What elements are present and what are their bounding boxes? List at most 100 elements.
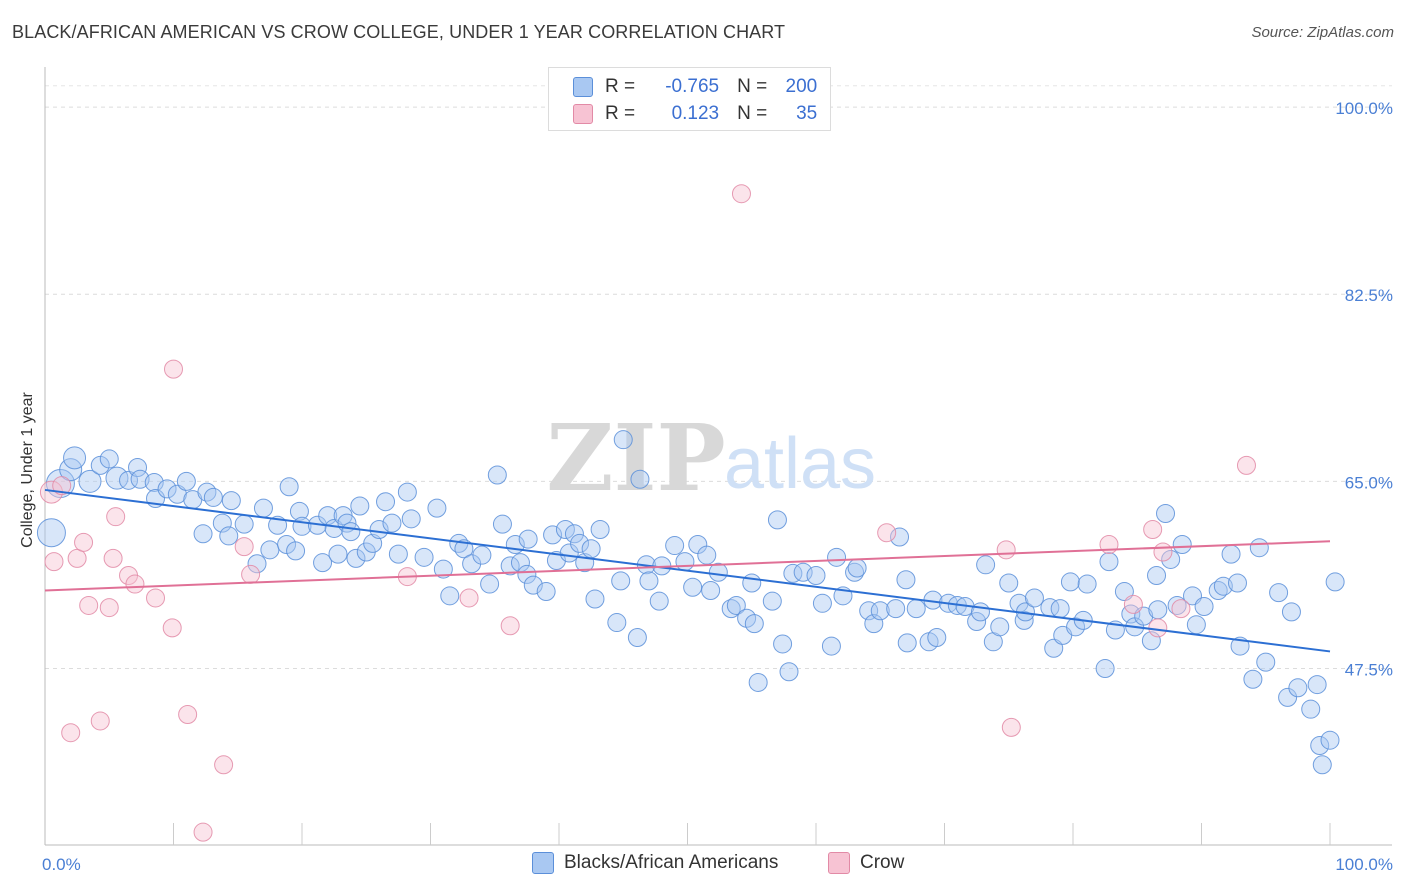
data-point-blacks bbox=[105, 466, 129, 490]
data-point-crow bbox=[1171, 599, 1191, 619]
data-point-blacks bbox=[627, 628, 647, 648]
data-point-crow bbox=[877, 523, 897, 543]
data-point-blacks bbox=[1278, 687, 1298, 707]
data-point-blacks bbox=[906, 599, 926, 619]
data-point-blacks bbox=[773, 634, 793, 654]
data-point-blacks bbox=[1186, 615, 1206, 635]
data-point-blacks bbox=[313, 553, 333, 573]
data-point-blacks bbox=[487, 465, 507, 485]
data-point-blacks bbox=[976, 555, 996, 575]
data-point-blacks bbox=[1269, 583, 1289, 603]
data-point-blacks bbox=[500, 556, 520, 576]
data-point-crow bbox=[500, 616, 520, 636]
data-point-blacks bbox=[401, 509, 421, 529]
data-point-blacks bbox=[896, 570, 916, 590]
data-point-blacks bbox=[289, 501, 309, 521]
data-point-crow bbox=[996, 540, 1016, 560]
data-point-blacks bbox=[630, 469, 650, 489]
data-point-blacks bbox=[63, 446, 87, 470]
data-point-blacks bbox=[480, 574, 500, 594]
data-point-blacks bbox=[433, 559, 453, 579]
data-point-crow bbox=[1123, 594, 1143, 614]
data-point-crow bbox=[90, 711, 110, 731]
data-point-blacks bbox=[847, 558, 867, 578]
data-point-blacks bbox=[767, 510, 787, 530]
data-point-blacks bbox=[536, 582, 556, 602]
data-point-blacks bbox=[570, 533, 590, 553]
series-swatch-pink bbox=[828, 852, 850, 874]
data-point-crow bbox=[1143, 520, 1163, 540]
data-point-blacks bbox=[890, 527, 910, 547]
data-point-blacks bbox=[1320, 730, 1340, 750]
data-point-blacks bbox=[967, 611, 987, 631]
data-point-crow bbox=[67, 548, 87, 568]
data-point-blacks bbox=[128, 457, 148, 477]
data-point-blacks bbox=[1194, 597, 1214, 617]
data-point-blacks bbox=[346, 548, 366, 568]
data-point-blacks bbox=[611, 571, 631, 591]
data-point-blacks bbox=[130, 469, 150, 489]
data-point-blacks bbox=[1095, 659, 1115, 679]
data-point-crow bbox=[162, 618, 182, 638]
data-point-blacks bbox=[279, 477, 299, 497]
y-tick-label: 82.5% bbox=[1345, 286, 1393, 305]
legend-n-label: N = bbox=[737, 76, 768, 97]
data-point-blacks bbox=[260, 540, 280, 560]
data-point-blacks bbox=[1024, 588, 1044, 608]
data-point-blacks bbox=[697, 545, 717, 565]
legend-r-label: R = bbox=[605, 76, 636, 97]
data-point-blacks bbox=[157, 479, 177, 499]
legend-n-label: N = bbox=[737, 103, 768, 124]
x-tick-label: 0.0% bbox=[42, 855, 81, 874]
data-point-blacks bbox=[1148, 600, 1168, 620]
data-point-blacks bbox=[341, 522, 361, 542]
data-point-crow bbox=[103, 548, 123, 568]
data-point-blacks bbox=[970, 602, 990, 622]
data-point-blacks bbox=[665, 536, 685, 556]
data-point-blacks bbox=[1213, 576, 1233, 596]
data-point-blacks bbox=[388, 544, 408, 564]
series-legend-blacks[interactable]: Blacks/African Americans bbox=[532, 852, 778, 874]
legend-r-value: -0.765 bbox=[665, 76, 720, 97]
x-tick-label: 100.0% bbox=[1335, 855, 1393, 874]
data-point-blacks bbox=[897, 633, 917, 653]
data-point-blacks bbox=[927, 628, 947, 648]
data-point-blacks bbox=[564, 524, 584, 544]
data-point-blacks bbox=[726, 595, 746, 615]
data-point-crow bbox=[164, 359, 183, 379]
legend-n-value: 35 bbox=[796, 103, 818, 124]
data-point-blacks bbox=[1050, 599, 1070, 619]
data-point-blacks bbox=[585, 589, 605, 609]
data-point-blacks bbox=[1221, 544, 1241, 564]
series-legend-label: Crow bbox=[860, 852, 905, 873]
data-point-blacks bbox=[440, 586, 460, 606]
series-swatch-blue bbox=[532, 852, 554, 874]
data-point-crow bbox=[61, 723, 81, 743]
data-point-crow bbox=[731, 184, 751, 204]
legend-swatch-blue bbox=[573, 77, 593, 97]
data-point-blacks bbox=[607, 613, 627, 633]
watermark-zip: ZIP bbox=[546, 404, 725, 512]
legend-n-value: 200 bbox=[785, 76, 818, 97]
data-point-crow bbox=[1148, 618, 1168, 638]
data-point-blacks bbox=[221, 491, 241, 511]
legend-r-label: R = bbox=[605, 103, 636, 124]
data-point-blacks bbox=[990, 617, 1010, 637]
series-legend-crow[interactable]: Crow bbox=[828, 852, 904, 874]
data-point-blacks bbox=[247, 554, 267, 574]
data-point-crow bbox=[459, 588, 479, 608]
data-point-blacks bbox=[78, 469, 102, 493]
data-point-blacks bbox=[382, 513, 402, 533]
data-point-crow bbox=[52, 476, 72, 496]
data-point-blacks bbox=[793, 562, 813, 582]
data-point-blacks bbox=[683, 577, 703, 597]
y-tick-label: 100.0% bbox=[1335, 99, 1393, 118]
data-point-blacks bbox=[1066, 617, 1086, 637]
data-point-blacks bbox=[176, 471, 196, 491]
data-point-blacks bbox=[1312, 755, 1332, 775]
data-point-blacks bbox=[701, 580, 721, 600]
data-point-blacks bbox=[1243, 669, 1263, 689]
data-point-blacks bbox=[197, 482, 217, 502]
data-point-crow bbox=[106, 507, 126, 527]
data-point-blacks bbox=[517, 564, 537, 584]
